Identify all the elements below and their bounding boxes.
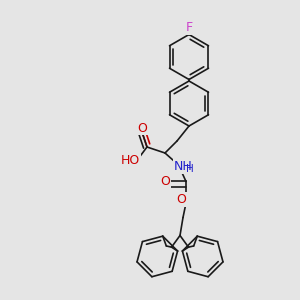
Text: F: F bbox=[185, 21, 193, 34]
Text: O: O bbox=[160, 175, 170, 188]
Text: H: H bbox=[186, 164, 194, 174]
Text: O: O bbox=[138, 122, 147, 135]
Text: NH: NH bbox=[174, 160, 192, 173]
Text: HO: HO bbox=[121, 154, 140, 167]
Text: O: O bbox=[177, 193, 186, 206]
